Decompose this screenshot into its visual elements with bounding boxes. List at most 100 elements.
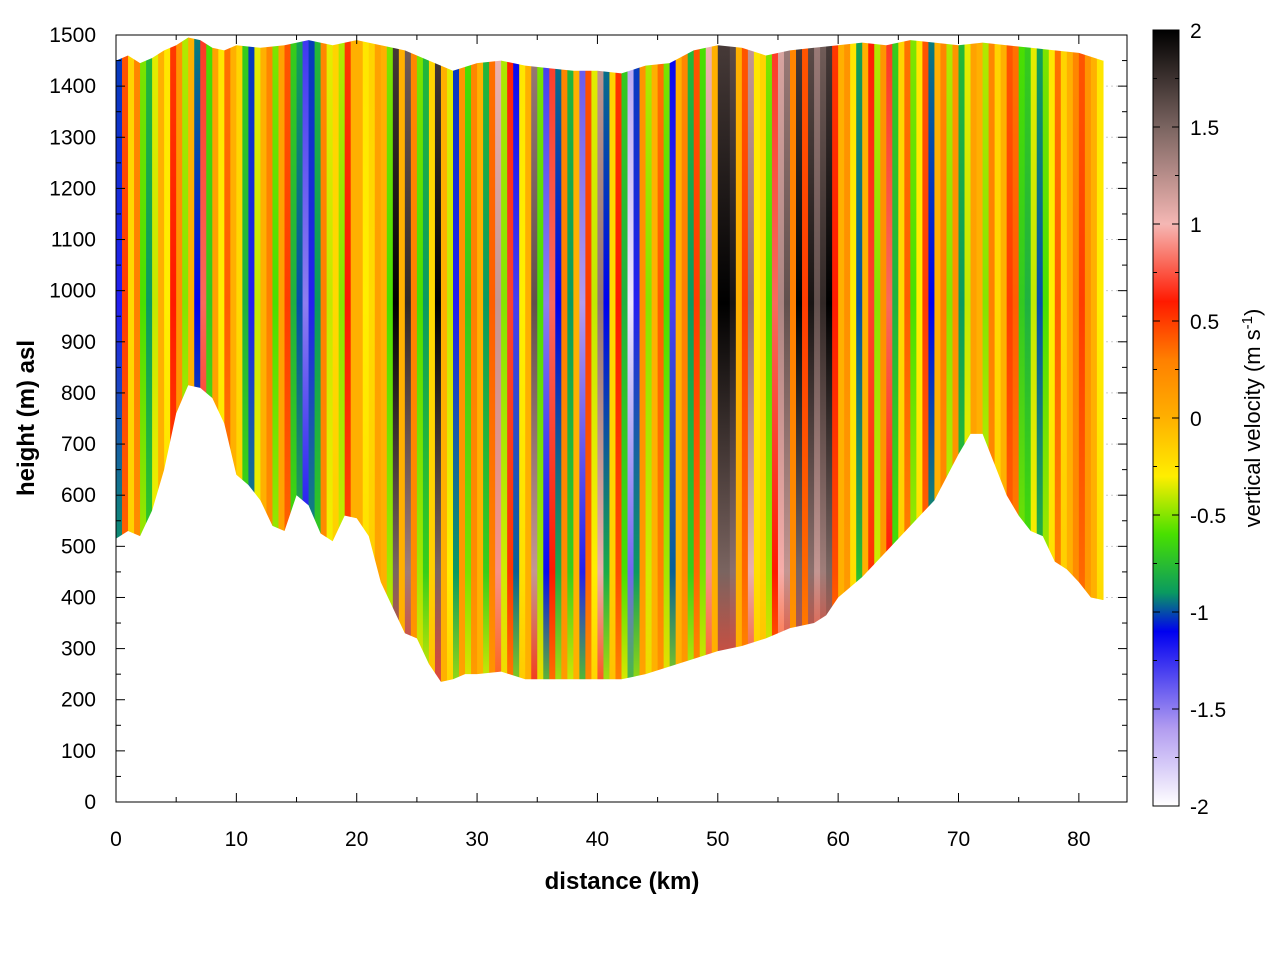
x-tick-label: 20 (345, 828, 368, 851)
velocity-column (1060, 35, 1068, 802)
velocity-column (645, 35, 653, 802)
velocity-column (308, 35, 316, 802)
velocity-column (603, 35, 611, 802)
velocity-column (459, 35, 466, 802)
velocity-column (1084, 35, 1092, 802)
velocity-column (1006, 35, 1014, 802)
velocity-column (356, 35, 364, 802)
velocity-column (657, 35, 665, 802)
x-tick-label: 70 (947, 828, 970, 851)
velocity-column (868, 35, 875, 802)
velocity-column (910, 35, 917, 802)
velocity-column (122, 35, 129, 802)
velocity-column (693, 35, 701, 802)
velocity-column (958, 35, 966, 802)
velocity-column (489, 35, 496, 802)
colorbar-title: vertical velocity (m s-1) (1239, 309, 1266, 528)
velocity-column (633, 35, 641, 802)
x-tick-label: 0 (110, 828, 122, 851)
velocity-column (826, 35, 833, 802)
velocity-column (555, 35, 562, 802)
velocity-column (320, 35, 328, 802)
velocity-column (561, 35, 568, 802)
velocity-column (976, 35, 984, 802)
velocity-column (880, 35, 887, 802)
y-tick-label: 1000 (49, 280, 96, 303)
velocity-column (242, 35, 249, 802)
velocity-column (495, 35, 502, 802)
velocity-column (338, 35, 346, 802)
velocity-column (717, 35, 725, 802)
velocity-column (747, 35, 755, 802)
velocity-column (513, 35, 520, 802)
velocity-column (988, 35, 996, 802)
velocity-column (934, 35, 942, 802)
colorbar-tick-label: -2 (1190, 796, 1209, 819)
velocity-column (446, 35, 454, 802)
velocity-column (362, 35, 370, 802)
velocity-column (753, 35, 761, 802)
velocity-column (272, 35, 280, 802)
velocity-column (615, 35, 623, 802)
velocity-column (224, 35, 231, 802)
x-tick-label: 10 (225, 828, 248, 851)
velocity-column (519, 35, 526, 802)
y-tick-label: 100 (61, 740, 96, 763)
velocity-column (525, 35, 532, 802)
velocity-column (1078, 35, 1086, 802)
velocity-column (344, 35, 352, 802)
colorbar-tick-label: -0.5 (1190, 505, 1226, 528)
velocity-column (465, 35, 472, 802)
velocity-column (1054, 35, 1062, 802)
velocity-column (314, 35, 322, 802)
velocity-column (434, 35, 442, 802)
velocity-column (711, 35, 719, 802)
velocity-column (248, 35, 256, 802)
velocity-column (723, 35, 731, 802)
y-tick-label: 1200 (49, 177, 96, 200)
velocity-column (783, 35, 791, 802)
velocity-column (1090, 35, 1098, 802)
velocity-column (844, 35, 851, 802)
velocity-column (898, 35, 905, 802)
velocity-column (296, 35, 304, 802)
velocity-column (681, 35, 689, 802)
y-tick-label: 1500 (49, 24, 96, 47)
colorbar-tick-label: 0.5 (1190, 311, 1219, 334)
velocity-column (982, 35, 990, 802)
velocity-column (735, 35, 743, 802)
velocity-column (946, 35, 954, 802)
velocity-column (669, 35, 677, 802)
velocity-column (771, 35, 779, 802)
velocity-column (964, 35, 972, 802)
velocity-column (543, 35, 550, 802)
velocity-column (802, 35, 809, 802)
x-tick-label: 40 (586, 828, 609, 851)
velocity-column (374, 35, 382, 802)
velocity-column (140, 35, 147, 802)
velocity-column (579, 35, 586, 802)
velocity-column (609, 35, 617, 802)
velocity-column (675, 35, 683, 802)
velocity-column (585, 35, 593, 802)
velocity-column (699, 35, 707, 802)
velocity-column (501, 35, 508, 802)
colorbar-tick-label: -1.5 (1190, 699, 1226, 722)
velocity-column (850, 35, 857, 802)
velocity-column (796, 35, 803, 802)
velocity-column (471, 35, 478, 802)
y-tick-label: 700 (61, 433, 96, 456)
velocity-column (814, 35, 821, 802)
velocity-column (440, 35, 448, 802)
velocity-column (663, 35, 671, 802)
velocity-column (380, 35, 388, 802)
velocity-column (741, 35, 749, 802)
y-tick-label: 500 (61, 535, 96, 558)
velocity-column (146, 35, 153, 802)
velocity-column (916, 35, 923, 802)
y-tick-label: 1300 (49, 126, 96, 149)
velocity-column (567, 35, 574, 802)
velocity-column (994, 35, 1002, 802)
velocity-column (266, 35, 274, 802)
velocity-column (892, 35, 899, 802)
